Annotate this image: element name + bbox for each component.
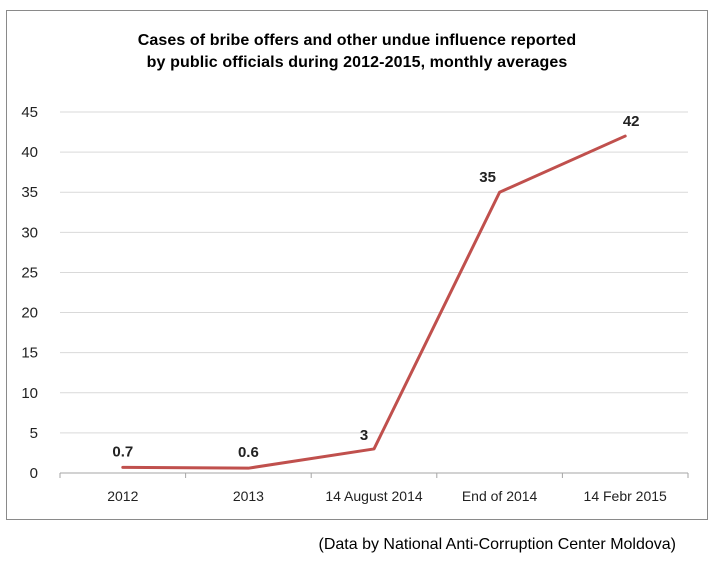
- y-tick-label: 5: [30, 425, 38, 442]
- y-tick-labels: 0 5 10 15 20 25 30 35 40 45: [21, 104, 38, 482]
- x-tick-label: 14 Febr 2015: [584, 488, 667, 504]
- chart-title-line-2: by public officials during 2012-2015, mo…: [146, 54, 568, 71]
- chart-title: Cases of bribe offers and other undue in…: [0, 30, 714, 74]
- data-label: 3: [360, 427, 368, 444]
- y-tick-label: 35: [21, 184, 38, 201]
- data-label: 42: [623, 113, 640, 130]
- chart-title-line-1: Cases of bribe offers and other undue in…: [137, 32, 577, 49]
- x-tick-label: 14 August 2014: [325, 488, 423, 504]
- x-tick-label: 2013: [233, 488, 264, 504]
- x-tick-label: End of 2014: [462, 488, 538, 504]
- y-tick-label: 20: [21, 305, 38, 322]
- data-labels: 0.7 0.6 3 35 42: [112, 113, 639, 461]
- y-tick-label: 45: [21, 104, 38, 121]
- grid-lines: [60, 111, 688, 434]
- x-tick-label: 2012: [107, 488, 138, 504]
- y-tick-label: 40: [21, 144, 38, 161]
- data-label: 0.7: [112, 443, 133, 460]
- y-tick-label: 25: [21, 264, 38, 281]
- chart-frame: [6, 10, 708, 520]
- y-tick-label: 30: [21, 224, 38, 241]
- series-layer: [121, 134, 627, 470]
- y-tick-label: 15: [21, 345, 38, 362]
- data-label: 0.6: [238, 444, 259, 461]
- source-note: (Data by National Anti-Corruption Center…: [318, 536, 677, 553]
- y-tick-label: 10: [21, 385, 38, 402]
- data-label: 35: [479, 169, 496, 186]
- series-line: [121, 134, 627, 470]
- axes: [59, 472, 689, 478]
- x-tick-labels: 2012 2013 14 August 2014 End of 2014 14 Febr…: [107, 488, 667, 504]
- y-tick-label: 0: [30, 465, 38, 482]
